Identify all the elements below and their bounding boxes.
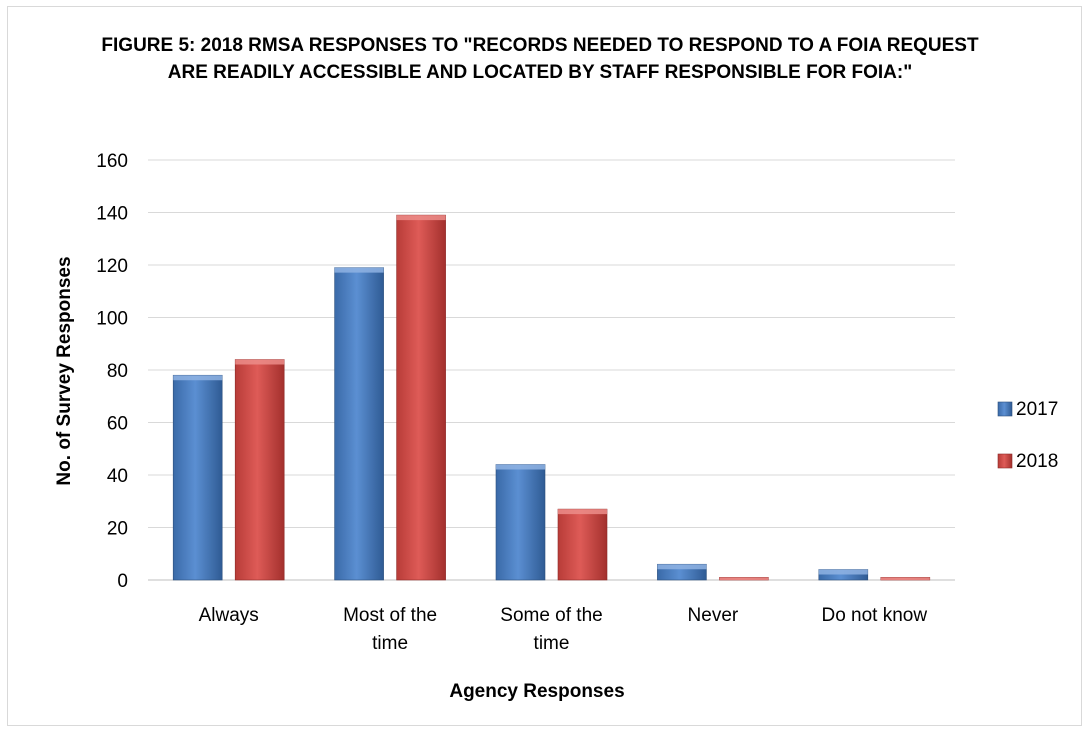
bar-2018-3 bbox=[719, 577, 769, 581]
y-tick-label: 120 bbox=[96, 256, 128, 277]
bar-body bbox=[495, 464, 546, 581]
y-tick-label: 140 bbox=[96, 204, 128, 225]
legend: 2017 2018 bbox=[997, 399, 1058, 472]
legend-swatch bbox=[997, 453, 1013, 469]
bar-cap bbox=[719, 577, 769, 580]
y-axis-ticks: 0 20 40 60 80 100 120 140 160 bbox=[96, 151, 128, 592]
legend-item-2018: 2018 bbox=[997, 451, 1058, 472]
bar-2018-0 bbox=[234, 359, 285, 581]
bar-cap bbox=[558, 509, 607, 515]
x-axis-categories: Always Most of the time Some of the time Neve… bbox=[199, 605, 928, 654]
bar-2017-4 bbox=[818, 569, 869, 581]
legend-label: 2018 bbox=[1016, 451, 1058, 472]
x-category-label: Most of the bbox=[343, 605, 437, 626]
chart-frame bbox=[7, 6, 1082, 726]
y-tick-label: 0 bbox=[117, 571, 128, 592]
bar-cap bbox=[880, 577, 930, 580]
bar-2017-3 bbox=[657, 563, 707, 581]
y-tick-label: 40 bbox=[107, 466, 128, 487]
x-category-label: Never bbox=[688, 605, 739, 626]
y-tick-label: 160 bbox=[96, 151, 128, 172]
bar-cap bbox=[173, 375, 223, 381]
bar-2017-1 bbox=[334, 267, 384, 581]
x-category-label: time bbox=[534, 633, 570, 654]
bar-2017-2 bbox=[495, 464, 546, 581]
y-tick-label: 100 bbox=[96, 309, 128, 330]
legend-label: 2017 bbox=[1016, 399, 1058, 420]
y-axis-title: No. of Survey Responses bbox=[54, 256, 75, 485]
x-category-label: time bbox=[372, 633, 408, 654]
bar-cap bbox=[334, 267, 384, 273]
bar-cap bbox=[818, 569, 868, 575]
bar-2018-2 bbox=[557, 508, 608, 581]
x-category-label: Do not know bbox=[821, 605, 927, 626]
bar-2018-4 bbox=[880, 577, 931, 581]
legend-swatch bbox=[997, 401, 1013, 417]
y-tick-label: 80 bbox=[107, 361, 128, 382]
bar-body bbox=[172, 374, 223, 581]
chart-title: FIGURE 5: 2018 RMSA RESPONSES TO "RECORD… bbox=[101, 35, 979, 83]
y-tick-label: 20 bbox=[107, 519, 128, 540]
y-tick-label: 60 bbox=[107, 414, 128, 435]
bars bbox=[172, 214, 931, 581]
bar-cap bbox=[496, 464, 545, 470]
legend-item-2017: 2017 bbox=[997, 399, 1058, 420]
x-axis-title: Agency Responses bbox=[449, 681, 624, 702]
bar-body bbox=[234, 359, 285, 581]
bar-body bbox=[557, 508, 608, 581]
bar-cap bbox=[235, 359, 285, 365]
bar-2017-0 bbox=[172, 374, 223, 581]
bar-body bbox=[396, 214, 446, 581]
x-category-label: Some of the bbox=[500, 605, 602, 626]
bar-2018-1 bbox=[396, 214, 446, 581]
bar-cap bbox=[657, 564, 707, 570]
bar-cap bbox=[396, 215, 446, 221]
x-category-label: Always bbox=[199, 605, 259, 626]
bar-body bbox=[334, 267, 384, 581]
